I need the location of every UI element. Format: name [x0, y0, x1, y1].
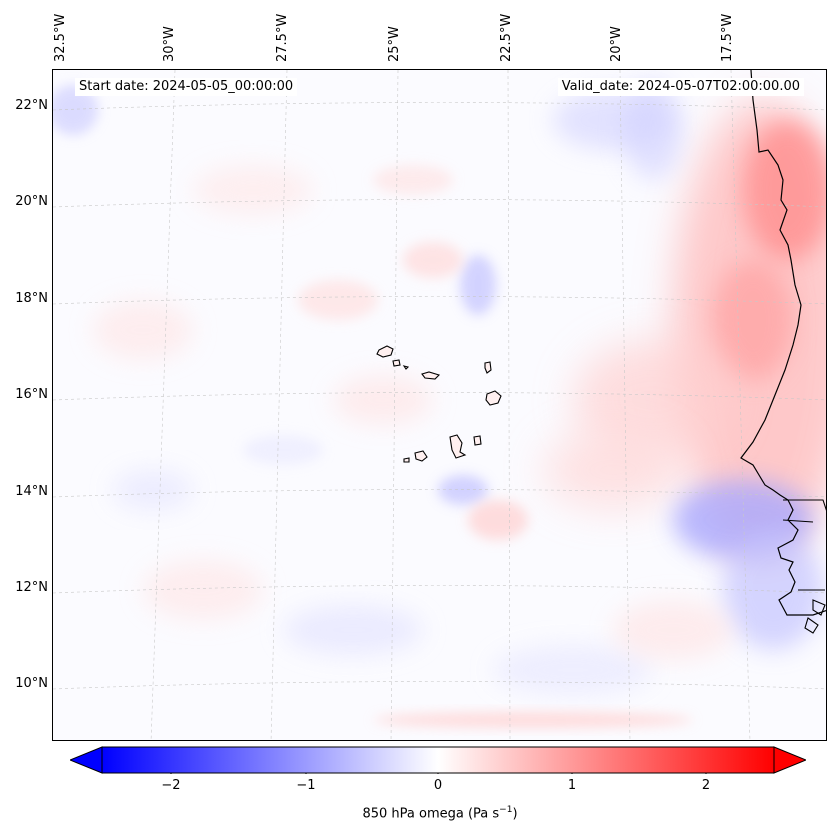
lat-label-16n: 16°N	[15, 387, 48, 402]
colorbar-low-extend	[70, 746, 103, 774]
coast-inlet	[782, 499, 826, 634]
island-santo-antao	[376, 345, 394, 358]
island-sao-nicolau	[421, 371, 441, 380]
cabo-verde-islands	[376, 345, 502, 463]
colorbar-label-prefix: 850 hPa omega (Pa s	[362, 806, 500, 822]
colorbar-tick-neg1: −1	[296, 778, 316, 793]
island-sal	[484, 361, 492, 374]
colorbar-tick-0: 0	[433, 778, 443, 793]
colorbar	[70, 746, 806, 774]
map-frame[interactable]: Start date: 2024-05-05_00:00:00 Valid_da…	[52, 69, 827, 741]
gridlines	[53, 70, 826, 740]
lon-label-27-5w: 27.5°W	[275, 13, 290, 62]
lon-label-30w: 30°W	[162, 26, 177, 62]
colorbar-gradient	[101, 746, 775, 774]
colorbar-label: 850 hPa omega (Pa s−1)	[0, 805, 837, 821]
start-date-label: Start date: 2024-05-05_00:00:00	[75, 78, 298, 96]
colorbar-tick-neg2: −2	[161, 778, 181, 793]
lon-label-25w: 25°W	[387, 26, 402, 62]
lat-label-20n: 20°N	[15, 194, 48, 209]
lon-label-17-5w: 17.5°W	[720, 13, 735, 62]
lat-label-14n: 14°N	[15, 484, 48, 499]
lat-label-12n: 12°N	[15, 580, 48, 595]
island-boa-vista	[485, 390, 502, 406]
valid-date-label: Valid_date: 2024-05-07T02:00:00.00	[557, 78, 804, 96]
island-sao-vicente	[392, 359, 401, 367]
colorbar-high-extend	[773, 746, 806, 774]
island-brava	[403, 457, 410, 463]
colorbar-label-exp: −1	[499, 805, 513, 815]
island-santiago	[449, 434, 467, 459]
colorbar-tick-2: 2	[701, 778, 711, 793]
lat-label-18n: 18°N	[15, 291, 48, 306]
colorbar-label-suffix: )	[512, 806, 518, 822]
colorbar-tick-1: 1	[567, 778, 577, 793]
omega-field-blobs	[53, 80, 826, 728]
lon-label-22-5w: 22.5°W	[499, 13, 514, 62]
colorbar-ticks	[170, 773, 707, 774]
africa-coastline	[740, 70, 826, 616]
omega-field-map	[53, 70, 826, 740]
island-santa-luzia	[402, 365, 410, 370]
island-fogo	[414, 450, 428, 462]
lat-label-10n: 10°N	[15, 676, 48, 691]
lat-label-22n: 22°N	[15, 98, 48, 113]
lon-label-32-5w: 32.5°W	[53, 13, 68, 62]
island-maio	[473, 435, 482, 446]
lon-label-20w: 20°W	[609, 26, 624, 62]
